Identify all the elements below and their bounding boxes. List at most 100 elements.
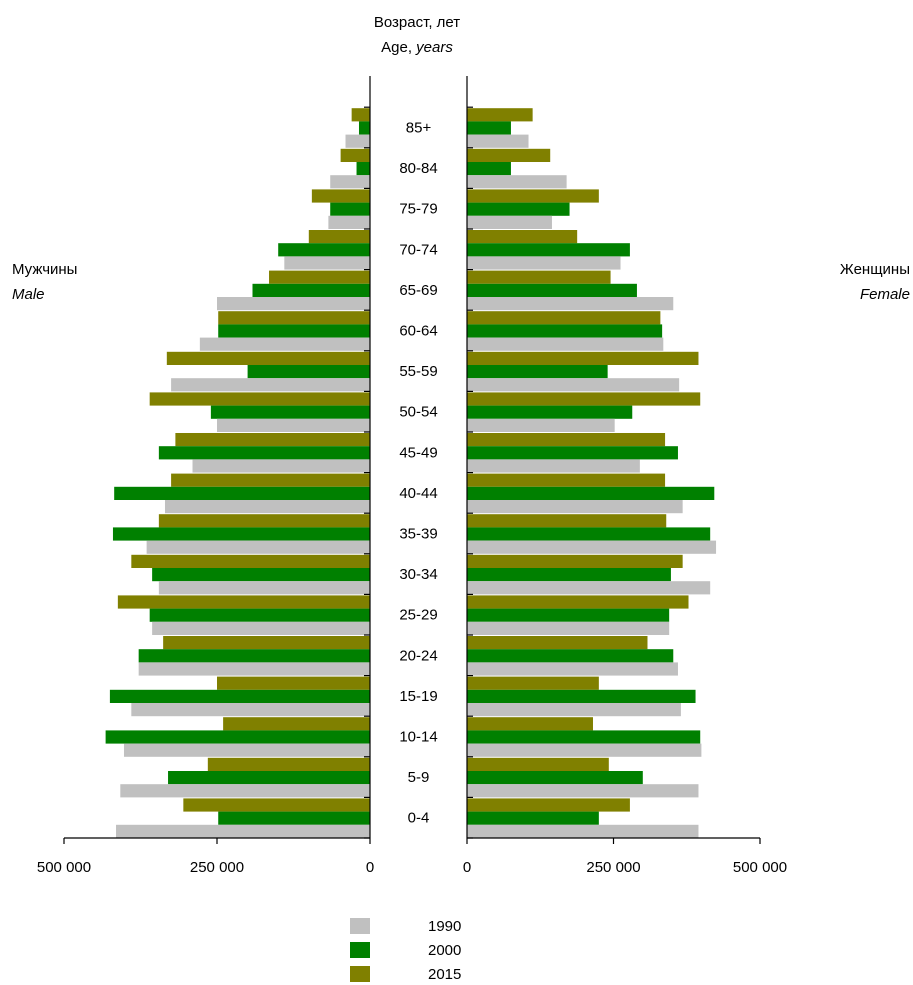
bar-female-2015-85+ — [467, 108, 533, 122]
bar-female-2015-5-9 — [467, 757, 609, 771]
bar-female-2015-60-64 — [467, 311, 661, 325]
bar-male-2000-30-34 — [152, 568, 370, 582]
age-group-label: 25-29 — [399, 607, 437, 624]
age-group-label: 0-4 — [408, 810, 430, 827]
bar-male-1990-5-9 — [120, 784, 370, 798]
bar-female-2000-25-29 — [467, 608, 670, 622]
age-group-label: 10-14 — [399, 729, 437, 746]
bar-male-1990-80-84 — [330, 175, 370, 189]
x-tick-labels: 500 000 250 000 0 0 250 000 500 000 — [37, 859, 787, 876]
bar-female-1990-65-69 — [467, 297, 674, 311]
bar-male-2015-15-19 — [217, 676, 370, 690]
bar-female-1990-30-34 — [467, 581, 711, 595]
bar-female-1990-20-24 — [467, 662, 678, 676]
bar-female-1990-10-14 — [467, 743, 702, 757]
legend-swatch-2015 — [350, 966, 370, 982]
bar-male-2000-55-59 — [247, 365, 370, 379]
bar-male-2000-35-39 — [112, 527, 371, 541]
bar-female-2000-75-79 — [467, 202, 570, 216]
bar-male-1990-55-59 — [171, 378, 370, 392]
bar-male-1990-15-19 — [131, 703, 370, 717]
bar-male-1990-30-34 — [158, 581, 370, 595]
male-x-tick-label: 250 000 — [190, 859, 244, 876]
bar-male-2015-50-54 — [149, 392, 370, 406]
bar-male-2015-65-69 — [269, 270, 370, 284]
male-label-ru: Мужчины — [12, 261, 77, 278]
legend-label-2000: 2000 — [428, 942, 461, 959]
legend: 1990 2000 2015 — [350, 918, 461, 983]
bar-male-2015-0-4 — [183, 798, 370, 812]
age-group-label: 85+ — [406, 120, 432, 137]
bar-female-2000-60-64 — [467, 324, 663, 338]
bar-female-1990-15-19 — [467, 703, 681, 717]
bar-female-2015-30-34 — [467, 554, 683, 568]
bar-female-2015-15-19 — [467, 676, 599, 690]
bar-female-2000-35-39 — [467, 527, 711, 541]
bar-male-2000-50-54 — [210, 405, 370, 419]
bar-female-2015-80-84 — [467, 148, 551, 162]
bar-male-1990-0-4 — [116, 824, 371, 838]
bar-female-2000-55-59 — [467, 365, 608, 379]
age-group-label: 35-39 — [399, 526, 437, 543]
bar-female-1990-25-29 — [467, 621, 670, 635]
bar-male-2015-85+ — [351, 108, 370, 122]
bar-male-2000-15-19 — [109, 689, 371, 703]
bar-male-1990-65-69 — [217, 297, 370, 311]
bar-female-2015-35-39 — [467, 514, 667, 528]
female-label-en: Female — [860, 286, 910, 303]
bar-male-1990-25-29 — [152, 621, 370, 635]
bar-male-2015-45-49 — [175, 433, 370, 447]
bar-female-2015-0-4 — [467, 798, 630, 812]
bar-male-2015-55-59 — [166, 351, 370, 365]
bar-male-2015-30-34 — [131, 554, 370, 568]
bar-male-1990-40-44 — [164, 500, 370, 514]
bar-female-1990-60-64 — [467, 337, 664, 351]
legend-swatch-1990 — [350, 918, 370, 934]
bar-female-2015-50-54 — [467, 392, 701, 406]
bar-female-2000-80-84 — [467, 162, 511, 176]
bar-female-2015-55-59 — [467, 351, 699, 365]
age-group-label: 15-19 — [399, 688, 437, 705]
age-group-label: 50-54 — [399, 404, 437, 421]
bar-female-2000-15-19 — [467, 689, 696, 703]
legend-label-1990: 1990 — [428, 918, 461, 935]
age-group-label: 40-44 — [399, 485, 437, 502]
bar-male-2015-40-44 — [171, 473, 370, 487]
bar-female-2000-50-54 — [467, 405, 633, 419]
bar-female-2015-10-14 — [467, 717, 593, 731]
bar-female-2015-40-44 — [467, 473, 666, 487]
bar-female-2000-45-49 — [467, 446, 678, 460]
bar-female-1990-80-84 — [467, 175, 567, 189]
male-x-tick-label: 0 — [366, 859, 374, 876]
bar-male-1990-20-24 — [138, 662, 370, 676]
bar-male-2000-60-64 — [218, 324, 370, 338]
legend-swatch-2000 — [350, 942, 370, 958]
bar-female-2000-20-24 — [467, 649, 674, 663]
bar-male-1990-10-14 — [123, 743, 370, 757]
age-group-label: 80-84 — [399, 160, 437, 177]
male-x-tick-label: 500 000 — [37, 859, 91, 876]
bar-male-2000-70-74 — [278, 243, 370, 257]
bar-female-2015-45-49 — [467, 433, 666, 447]
bar-female-1990-5-9 — [467, 784, 699, 798]
bar-female-2015-70-74 — [467, 230, 578, 244]
bar-female-1990-70-74 — [467, 256, 621, 270]
bar-female-2000-70-74 — [467, 243, 630, 257]
bar-male-1990-60-64 — [199, 337, 370, 351]
bar-female-2000-10-14 — [467, 730, 701, 744]
bar-female-2015-65-69 — [467, 270, 611, 284]
bar-male-2015-35-39 — [158, 514, 370, 528]
bar-male-2015-80-84 — [340, 148, 370, 162]
male-label-en: Male — [12, 286, 45, 303]
bar-male-1990-70-74 — [284, 256, 370, 270]
bar-female-1990-50-54 — [467, 418, 615, 432]
bar-female-1990-75-79 — [467, 215, 552, 229]
bar-male-2000-45-49 — [158, 446, 370, 460]
bar-male-1990-35-39 — [146, 540, 370, 554]
bar-male-2000-0-4 — [218, 811, 370, 825]
bar-male-2015-60-64 — [218, 311, 370, 325]
bar-male-2000-65-69 — [252, 283, 370, 297]
bar-female-2000-30-34 — [467, 568, 671, 582]
bar-male-2000-25-29 — [149, 608, 370, 622]
